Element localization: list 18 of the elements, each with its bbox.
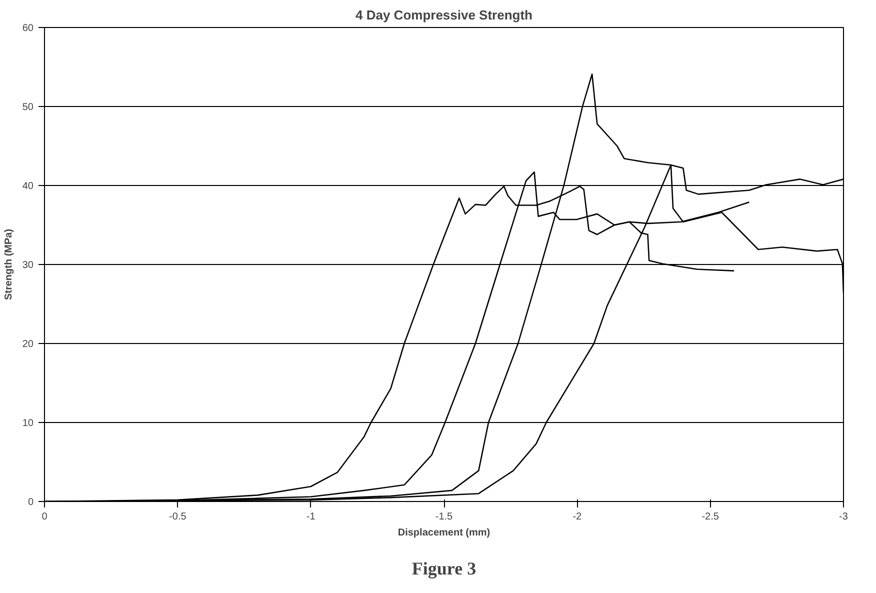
y-tick-label: 20 bbox=[22, 339, 34, 350]
caption: Figure 3 bbox=[412, 558, 476, 578]
y-tick-label: 10 bbox=[22, 418, 34, 429]
x-tick-label: 0 bbox=[42, 512, 48, 522]
x-axis-title: Displacement (mm) bbox=[398, 528, 490, 538]
x-tick-label: -1.5 bbox=[435, 512, 454, 522]
chart-title: 4 Day Compressive Strength bbox=[356, 8, 533, 22]
x-tick-label: -0.5 bbox=[169, 512, 187, 522]
y-tick-label: 30 bbox=[22, 260, 34, 271]
x-tick-label: -2.5 bbox=[702, 512, 720, 522]
y-tick-label: 60 bbox=[22, 23, 34, 34]
x-tick-label: -3 bbox=[839, 512, 848, 522]
y-axis-title: Strength (MPa) bbox=[3, 228, 14, 300]
y-tick-label: 40 bbox=[22, 181, 34, 192]
x-tick-label: -2 bbox=[572, 512, 582, 522]
y-tick-label: 50 bbox=[22, 102, 34, 113]
y-tick-label: 0 bbox=[28, 497, 34, 508]
x-tick-label: -1 bbox=[306, 512, 316, 522]
